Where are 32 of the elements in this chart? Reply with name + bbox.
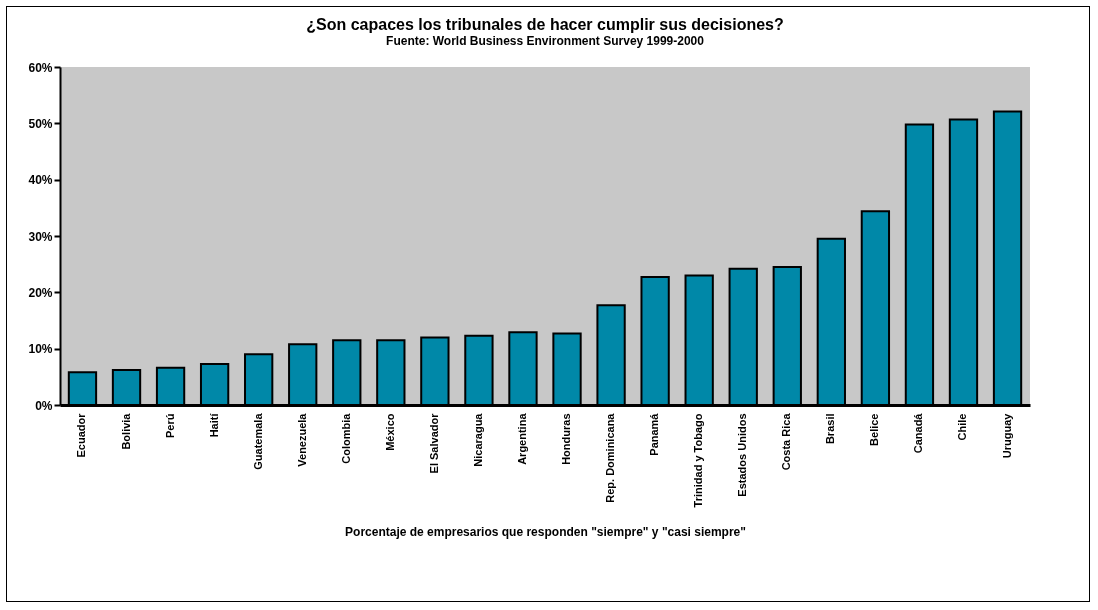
x-axis-title: Porcentaje de empresarios que responden "siempre" y "casi siempre" — [345, 525, 746, 540]
y-tick-label: 50% — [28, 116, 53, 131]
y-tick-label: 0% — [35, 398, 53, 413]
x-tick-label: Perú — [163, 413, 176, 438]
x-tick-label: Bolivia — [119, 412, 132, 450]
x-tick-label: México — [383, 413, 396, 451]
x-tick-label: Panamá — [648, 412, 661, 456]
x-tick-label: Rep. Dominicana — [604, 412, 617, 503]
x-tick-label: Costa Rica — [780, 412, 793, 471]
x-tick-label: Estados Unidos — [736, 413, 749, 497]
x-tick-label: Guatemala — [251, 412, 264, 470]
y-tick-label: 40% — [28, 173, 53, 188]
x-tick-label: Brasil — [824, 413, 837, 445]
x-tick-label: Uruguay — [1000, 412, 1013, 459]
x-tick-label: Belice — [868, 413, 881, 446]
y-tick-label: 30% — [28, 229, 53, 244]
x-tick-label: Canadá — [912, 412, 925, 454]
x-tick-label: Chile — [956, 413, 969, 441]
x-tick-label: Ecuador — [75, 412, 88, 458]
y-tick-label: 20% — [28, 285, 53, 300]
x-tick-label: Trinidad y Tobago — [692, 413, 705, 508]
x-tick-label: Honduras — [560, 413, 573, 465]
x-tick-label: Haití — [207, 412, 220, 438]
x-tick-label: Venezuela — [295, 412, 308, 467]
y-tick-label: 10% — [28, 342, 53, 357]
x-tick-label: Nicaragua — [471, 412, 484, 467]
x-tick-label: Argentina — [515, 412, 528, 465]
chart-title: ¿Son capaces los tribunales de hacer cumplir sus decisiones? — [306, 16, 784, 33]
y-tick-label: 60% — [28, 60, 53, 75]
chart-subtitle: Fuente: World Business Environment Survey 1999-2000 — [386, 34, 705, 48]
x-tick-label: El Salvador — [427, 412, 440, 474]
x-tick-label: Colombia — [339, 412, 352, 464]
